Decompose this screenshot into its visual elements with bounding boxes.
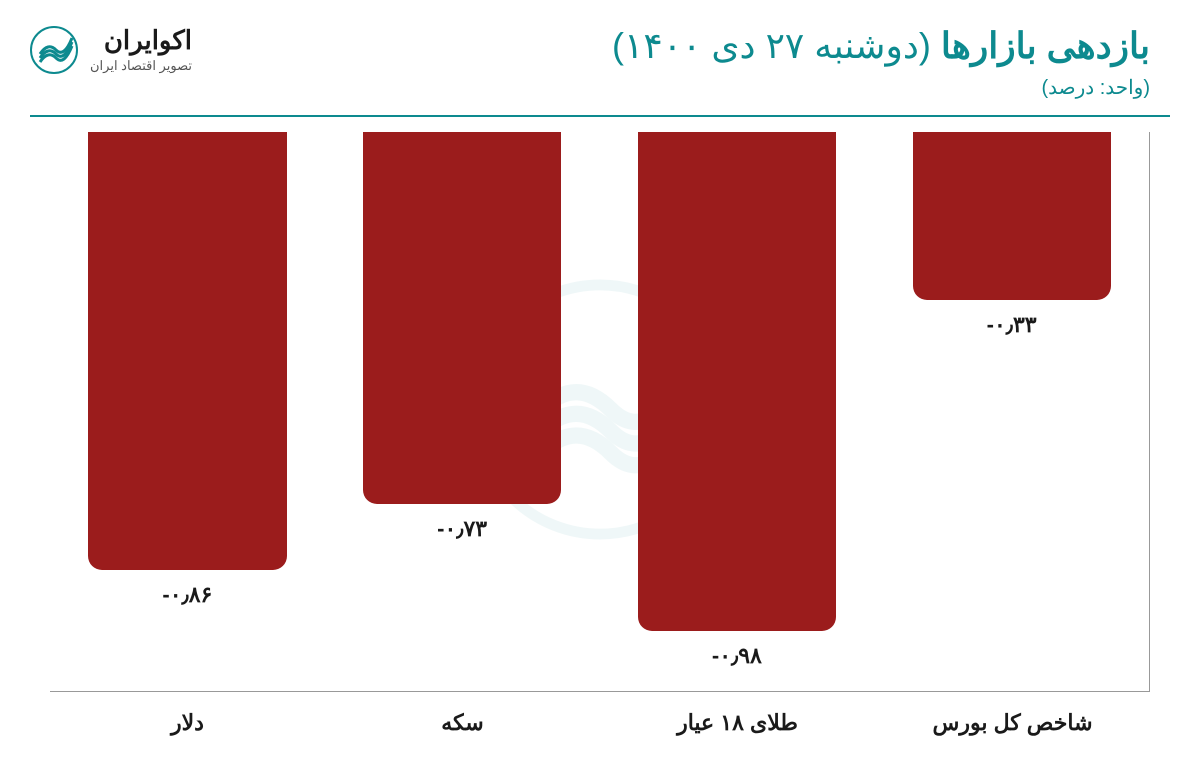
logo-icon bbox=[30, 26, 78, 74]
bar-value-1: -۰٫۷۳ bbox=[437, 516, 487, 542]
bars-row: -۰٫۸۶ -۰٫۷۳ -۰٫۹۸ -۰٫۳۳ bbox=[50, 132, 1149, 691]
logo-tagline: تصویر اقتصاد ایران bbox=[90, 58, 192, 74]
logo-text: اکوایران تصویر اقتصاد ایران bbox=[90, 25, 192, 74]
title-text: بازدهی بازارها bbox=[941, 25, 1150, 66]
x-label-2: طلای ۱۸ عیار bbox=[617, 710, 859, 736]
logo-name: اکوایران bbox=[90, 25, 192, 56]
page-title: بازدهی بازارها (دوشنبه ۲۷ دی ۱۴۰۰) bbox=[612, 25, 1150, 67]
bar-1 bbox=[363, 132, 561, 504]
title-date: (دوشنبه ۲۷ دی ۱۴۰۰) bbox=[612, 25, 931, 66]
header: بازدهی بازارها (دوشنبه ۲۷ دی ۱۴۰۰) (واحد… bbox=[0, 0, 1200, 115]
bar-value-0: -۰٫۸۶ bbox=[162, 582, 212, 608]
bar-col-0: -۰٫۸۶ bbox=[67, 132, 309, 608]
bar-value-2: -۰٫۹۸ bbox=[712, 643, 762, 669]
x-label-1: سکه bbox=[342, 710, 584, 736]
header-divider bbox=[30, 115, 1170, 117]
title-block: بازدهی بازارها (دوشنبه ۲۷ دی ۱۴۰۰) (واحد… bbox=[612, 25, 1150, 100]
bar-2 bbox=[638, 132, 836, 631]
x-axis-labels: دلار سکه طلای ۱۸ عیار شاخص کل بورس bbox=[50, 710, 1150, 736]
bar-col-3: -۰٫۳۳ bbox=[891, 132, 1133, 338]
bar-col-1: -۰٫۷۳ bbox=[341, 132, 583, 542]
chart-area: -۰٫۸۶ -۰٫۷۳ -۰٫۹۸ -۰٫۳۳ bbox=[50, 132, 1150, 692]
bar-0 bbox=[88, 132, 286, 570]
bar-3 bbox=[913, 132, 1111, 300]
bar-value-3: -۰٫۳۳ bbox=[987, 312, 1037, 338]
bar-col-2: -۰٫۹۸ bbox=[616, 132, 858, 669]
x-label-0: دلار bbox=[67, 710, 309, 736]
unit-label: (واحد: درصد) bbox=[612, 75, 1150, 100]
x-label-3: شاخص کل بورس bbox=[892, 710, 1134, 736]
logo: اکوایران تصویر اقتصاد ایران bbox=[30, 25, 192, 74]
